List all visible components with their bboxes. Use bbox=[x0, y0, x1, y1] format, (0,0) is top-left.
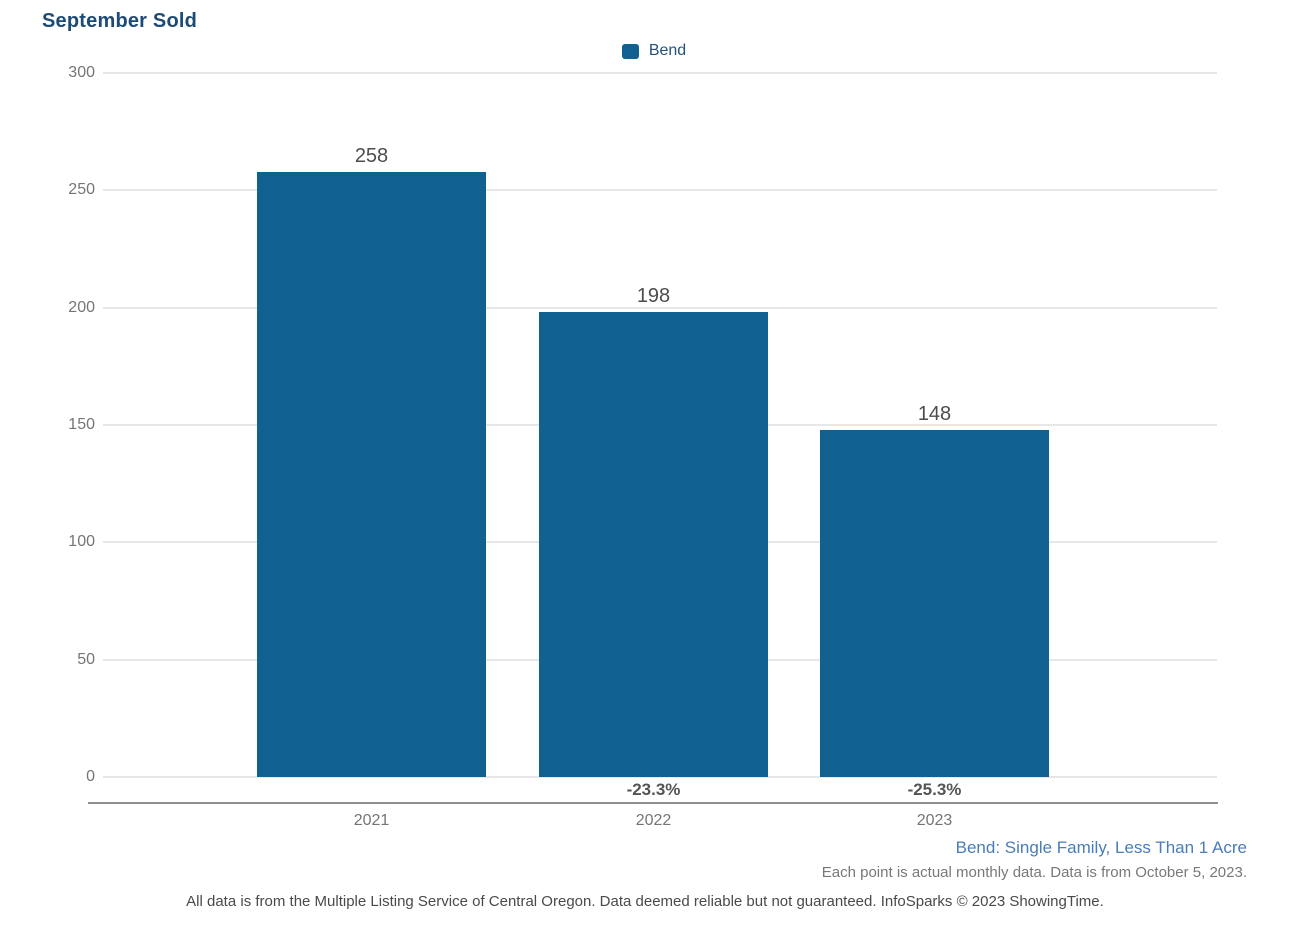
gridline-y-300 bbox=[103, 72, 1217, 74]
bar-2022[interactable] bbox=[539, 312, 768, 777]
gridline-y-200 bbox=[103, 306, 1217, 309]
chart-title: September Sold bbox=[42, 10, 198, 32]
legend-label[interactable]: Bend bbox=[648, 42, 687, 59]
data-note-footnote: Each point is actual monthly data. Data … bbox=[821, 864, 1247, 881]
y-axis-tick-label: 150 bbox=[68, 416, 95, 433]
gridline-y-0 bbox=[103, 776, 1217, 778]
pct-change-label: -23.3% bbox=[626, 780, 681, 799]
gridline-y-250 bbox=[103, 189, 1217, 192]
disclaimer-footer: All data is from the Multiple Listing Se… bbox=[186, 893, 1104, 910]
y-axis-tick-label: 200 bbox=[68, 298, 95, 316]
y-axis-tick-label: 50 bbox=[77, 650, 95, 668]
y-axis-tick-label: 0 bbox=[86, 768, 95, 785]
x-axis-tick-label: 2023 bbox=[916, 812, 953, 829]
bar-value-label: 148 bbox=[917, 402, 952, 425]
x-axis-tick-label: 2022 bbox=[635, 812, 672, 829]
y-axis-tick-label: 250 bbox=[68, 181, 95, 199]
y-axis-tick-label: 100 bbox=[68, 533, 95, 551]
bar-2021[interactable] bbox=[257, 171, 486, 777]
legend-swatch-icon[interactable] bbox=[621, 43, 639, 59]
plot-area bbox=[103, 72, 1217, 778]
legend: Bend bbox=[0, 42, 1308, 60]
x-axis-tick-label: 2021 bbox=[353, 812, 390, 829]
bar-value-label: 258 bbox=[354, 144, 389, 167]
y-axis-tick-label: 300 bbox=[68, 64, 95, 81]
bar-2023[interactable] bbox=[820, 429, 1049, 777]
bar-value-label: 198 bbox=[636, 285, 671, 308]
x-axis-line bbox=[88, 802, 1218, 804]
series-description-footnote: Bend: Single Family, Less Than 1 Acre bbox=[955, 838, 1247, 857]
pct-change-label: -25.3% bbox=[907, 780, 962, 799]
